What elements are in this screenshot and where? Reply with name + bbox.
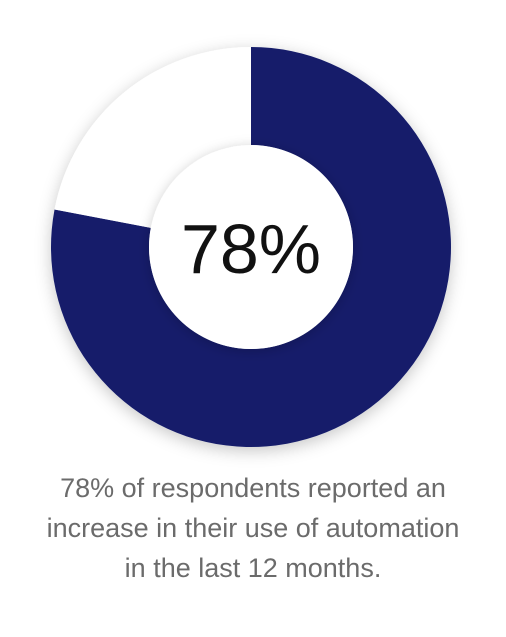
center-percentage-label: 78% bbox=[181, 210, 321, 288]
donut-chart: 78% bbox=[50, 47, 452, 447]
donut-slices bbox=[50, 47, 452, 447]
donut-slice-2 bbox=[54, 47, 252, 228]
caption: 78% of respondents reported an increase … bbox=[0, 468, 506, 588]
caption-line-3: in the last 12 months. bbox=[124, 553, 382, 583]
caption-line-1: 78% of respondents reported an bbox=[60, 473, 446, 503]
caption-line-2: increase in their use of automation bbox=[46, 513, 460, 543]
donut-svg: 78% bbox=[50, 47, 452, 447]
donut-slice-1 bbox=[50, 47, 452, 447]
donut-hole bbox=[149, 145, 353, 349]
